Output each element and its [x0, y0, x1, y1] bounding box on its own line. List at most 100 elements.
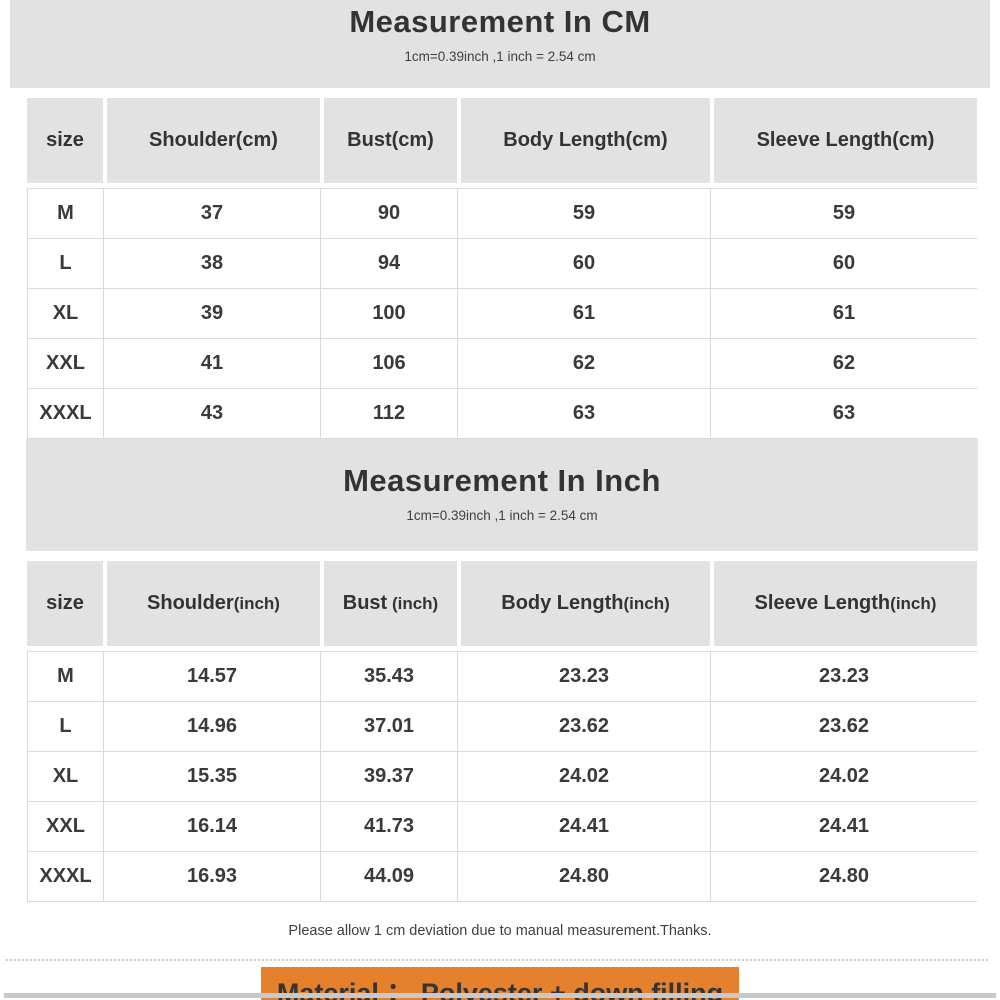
size-label-cell: M: [27, 188, 103, 239]
column-header-unit: (inch): [890, 594, 937, 613]
column-header-unit: (cm): [892, 129, 935, 151]
cm-subtitle: 1cm=0.39inch ,1 inch = 2.54 cm: [404, 49, 596, 64]
table-cell: 24.02: [457, 752, 710, 802]
table-cell: 100: [320, 289, 457, 339]
column-header-label: Bust: [342, 592, 388, 614]
size-label-cell: XXL: [27, 802, 103, 852]
size-label-cell: XXL: [27, 339, 103, 389]
column-header-body-length: Body Length(inch): [457, 561, 710, 651]
table-cell: 63: [457, 389, 710, 439]
table-cell: 44.09: [320, 852, 457, 902]
table-cell: 15.35: [103, 752, 320, 802]
table-cell: 23.23: [710, 651, 977, 702]
table-cell: 41: [103, 339, 320, 389]
dotted-divider: [6, 959, 988, 961]
table-cell: 60: [710, 239, 977, 289]
table-cell: 63: [710, 389, 977, 439]
table-cell: 43: [103, 389, 320, 439]
table-row: L 38 94 60 60: [27, 239, 977, 289]
table-cell: 16.93: [103, 852, 320, 902]
column-header-label: Bust: [347, 129, 392, 151]
column-header-unit: (cm): [235, 129, 278, 151]
cm-header-row: size Shoulder(cm) Bust(cm) Body Length(c…: [27, 98, 977, 188]
table-cell: 23.23: [457, 651, 710, 702]
table-cell: 39.37: [320, 752, 457, 802]
inch-title: Measurement In Inch: [343, 463, 661, 498]
column-header-unit: (inch): [623, 594, 670, 613]
table-cell: 24.41: [710, 802, 977, 852]
deviation-note: Please allow 1 cm deviation due to manua…: [288, 923, 712, 939]
table-cell: 14.96: [103, 702, 320, 752]
table-cell: 59: [710, 188, 977, 239]
column-header-size: size: [27, 98, 103, 188]
table-cell: 16.14: [103, 802, 320, 852]
column-header-size: size: [27, 561, 103, 651]
table-cell: 38: [103, 239, 320, 289]
cm-title: Measurement In CM: [349, 4, 651, 39]
table-cell: 14.57: [103, 651, 320, 702]
table-row: XXXL 43 112 63 63: [27, 389, 977, 439]
table-row: XXL 16.14 41.73 24.41 24.41: [27, 802, 977, 852]
table-cell: 61: [710, 289, 977, 339]
table-cell: 59: [457, 188, 710, 239]
column-header-unit: (cm): [391, 129, 434, 151]
table-row: M 14.57 35.43 23.23 23.23: [27, 651, 977, 702]
column-header-label: Body Length: [503, 129, 626, 151]
size-label-cell: XXXL: [27, 852, 103, 902]
table-cell: 41.73: [320, 802, 457, 852]
cm-title-band: Measurement In CM 1cm=0.39inch ,1 inch =…: [10, 0, 990, 88]
table-cell: 62: [710, 339, 977, 389]
table-row: M 37 90 59 59: [27, 188, 977, 239]
column-header-label: Shoulder: [149, 129, 236, 151]
column-header-label: Body Length: [501, 592, 624, 614]
table-row: XL 39 100 61 61: [27, 289, 977, 339]
table-cell: 94: [320, 239, 457, 289]
table-cell: 61: [457, 289, 710, 339]
table-cell: 35.43: [320, 651, 457, 702]
table-row: XXXL 16.93 44.09 24.80 24.80: [27, 852, 977, 902]
table-cell: 24.02: [710, 752, 977, 802]
size-label-cell: XXXL: [27, 389, 103, 439]
table-cell: 90: [320, 188, 457, 239]
table-cell: 37.01: [320, 702, 457, 752]
table-cell: 23.62: [457, 702, 710, 752]
column-header-sleeve-length: Sleeve Length(inch): [710, 561, 977, 651]
inch-header-row: size Shoulder(inch) Bust (inch) Body Len…: [27, 561, 977, 651]
inch-subtitle: 1cm=0.39inch ,1 inch = 2.54 cm: [406, 508, 598, 523]
column-header-label: size: [46, 129, 84, 151]
table-row: XXL 41 106 62 62: [27, 339, 977, 389]
column-header-label: size: [46, 592, 84, 614]
size-label-cell: L: [27, 702, 103, 752]
table-cell: 62: [457, 339, 710, 389]
table-cell: 106: [320, 339, 457, 389]
size-label-cell: L: [27, 239, 103, 289]
table-cell: 24.41: [457, 802, 710, 852]
column-header-shoulder: Shoulder(cm): [103, 98, 320, 188]
column-header-unit: (inch): [233, 594, 280, 613]
table-cell: 24.80: [457, 852, 710, 902]
table-cell: 60: [457, 239, 710, 289]
bottom-strip: [4, 993, 996, 998]
table-cell: 23.62: [710, 702, 977, 752]
table-cell: 24.80: [710, 852, 977, 902]
column-header-label: Sleeve Length: [756, 129, 893, 151]
column-header-unit: (inch): [387, 594, 439, 613]
column-header-sleeve-length: Sleeve Length(cm): [710, 98, 977, 188]
size-label-cell: XL: [27, 752, 103, 802]
column-header-label: Sleeve Length: [754, 592, 891, 614]
inch-title-band: Measurement In Inch 1cm=0.39inch ,1 inch…: [26, 439, 978, 551]
table-cell: 39: [103, 289, 320, 339]
table-cell: 37: [103, 188, 320, 239]
column-header-bust: Bust (inch): [320, 561, 457, 651]
column-header-shoulder: Shoulder(inch): [103, 561, 320, 651]
cm-table: size Shoulder(cm) Bust(cm) Body Length(c…: [27, 98, 977, 439]
table-row: L 14.96 37.01 23.62 23.62: [27, 702, 977, 752]
size-label-cell: M: [27, 651, 103, 702]
inch-table: size Shoulder(inch) Bust (inch) Body Len…: [27, 561, 977, 902]
column-header-unit: (cm): [625, 129, 668, 151]
table-cell: 112: [320, 389, 457, 439]
table-row: XL 15.35 39.37 24.02 24.02: [27, 752, 977, 802]
column-header-body-length: Body Length(cm): [457, 98, 710, 188]
size-label-cell: XL: [27, 289, 103, 339]
